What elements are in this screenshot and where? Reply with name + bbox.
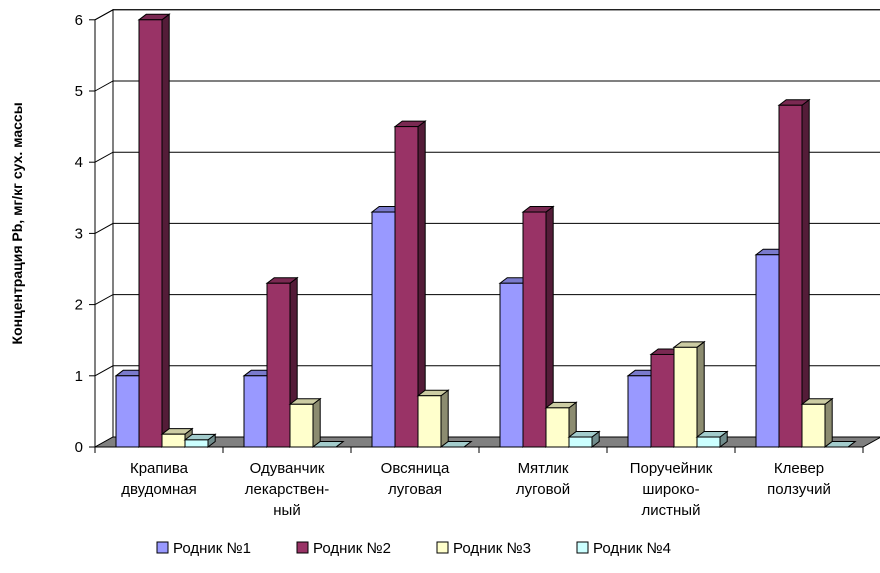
x-category-label: Крапива двудомная: [121, 460, 197, 498]
y-tick-label: 3: [75, 225, 83, 242]
x-category-label-line: Крапива: [130, 460, 189, 477]
x-category-label-line: луговой: [516, 481, 570, 498]
bar-front: [138, 19, 163, 448]
x-category-label-line: Поручейник: [630, 460, 713, 477]
bar: [416, 389, 450, 449]
bar: [521, 205, 555, 449]
x-category-label-line: широко-: [642, 481, 699, 498]
bar-front: [161, 433, 186, 448]
x-category-label-line: ползучий: [767, 481, 831, 498]
gridline: [94, 80, 880, 92]
legend-label: Родник №4: [593, 540, 671, 557]
x-category-label: Одуванчик лекарствен-ный: [245, 460, 329, 519]
bar-side: [696, 340, 705, 449]
bar-front: [115, 375, 140, 448]
bar-side: [801, 98, 810, 449]
y-tick-labels: 0 1 2 3 4 5 6: [75, 12, 95, 456]
x-category-label: Мятлик луговой: [516, 460, 570, 498]
y-tick-label: 6: [75, 12, 83, 29]
legend-swatch: [576, 541, 589, 554]
bar-front: [499, 282, 524, 448]
y-tick-label: 4: [75, 154, 83, 171]
x-category-label-line: ный: [273, 502, 300, 519]
x-category-label-line: Мятлик: [518, 460, 569, 477]
bar-side: [161, 13, 170, 449]
bar: [800, 397, 834, 449]
legend-item: Родник №4: [576, 540, 671, 557]
bar-front: [184, 439, 209, 448]
x-category-label-line: листный: [642, 502, 701, 519]
x-category-label-line: лекарствен-: [245, 481, 329, 498]
x-category-label: Клевер ползучий: [767, 460, 831, 498]
legend-label: Родник №2: [313, 540, 391, 557]
y-tick-label: 1: [75, 368, 83, 385]
y-tick-label: 5: [75, 83, 83, 100]
y-tick-label: 2: [75, 297, 83, 314]
legend-item: Родник №1: [156, 540, 251, 557]
x-category-label-line: двудомная: [121, 481, 197, 498]
bar: [672, 340, 706, 449]
bar: [137, 13, 171, 449]
x-category-label: Овсяница луговая: [381, 460, 450, 498]
gridlines: [94, 9, 880, 377]
bar-side: [312, 397, 321, 449]
bar-front: [545, 407, 570, 448]
bar: [311, 441, 345, 448]
bar-front: [778, 104, 803, 448]
y-tick-label: 0: [75, 439, 83, 456]
bar-side: [824, 397, 833, 449]
legend-swatch: [156, 541, 169, 554]
bar: [695, 430, 729, 449]
legend: Родник №1 Родник №2 Родник №3 Родник №4: [156, 540, 671, 557]
x-category-label-line: Овсяница: [381, 460, 450, 477]
bar-front: [243, 375, 268, 448]
bar-front: [627, 375, 652, 448]
legend-swatch: [436, 541, 449, 554]
y-axis-label: Концентрация Pb, мг/кг сух. массы: [9, 102, 25, 344]
bar-top: [439, 441, 473, 448]
bar-front: [417, 395, 442, 448]
gridline: [94, 222, 880, 234]
bar-front: [371, 211, 396, 448]
bar-front: [755, 254, 780, 448]
bar: [288, 397, 322, 449]
bar-side: [440, 389, 449, 449]
legend-label: Родник №3: [453, 540, 531, 557]
bar-front: [522, 211, 547, 448]
bar-top: [823, 441, 857, 448]
bar-front: [696, 436, 721, 448]
bar-front: [650, 353, 675, 448]
x-category-label-line: Одуванчик: [250, 460, 325, 477]
bar-front: [266, 282, 291, 448]
bar: [393, 120, 427, 449]
gridline: [94, 365, 880, 377]
x-category-label: Поручейник широко-листный: [630, 460, 713, 519]
gridline: [94, 9, 880, 21]
gridline: [94, 294, 880, 306]
bar-front: [568, 436, 593, 448]
legend-swatch: [296, 541, 309, 554]
bar-front: [394, 126, 419, 448]
bar: [439, 441, 473, 448]
bar-front: [289, 403, 314, 448]
legend-item: Родник №2: [296, 540, 391, 557]
bar: [183, 433, 217, 449]
gridline: [94, 151, 880, 163]
bar: [823, 441, 857, 448]
bar-front: [673, 346, 698, 448]
bars: [114, 13, 857, 449]
bar: [567, 430, 601, 449]
legend-item: Родник №3: [436, 540, 531, 557]
bar: [777, 98, 811, 449]
x-category-label-line: Клевер: [774, 460, 824, 477]
legend-label: Родник №1: [173, 540, 251, 557]
x-category-label-line: луговая: [388, 481, 442, 498]
bar: [544, 401, 578, 449]
bar-top: [311, 441, 345, 448]
bar-front: [801, 403, 826, 448]
